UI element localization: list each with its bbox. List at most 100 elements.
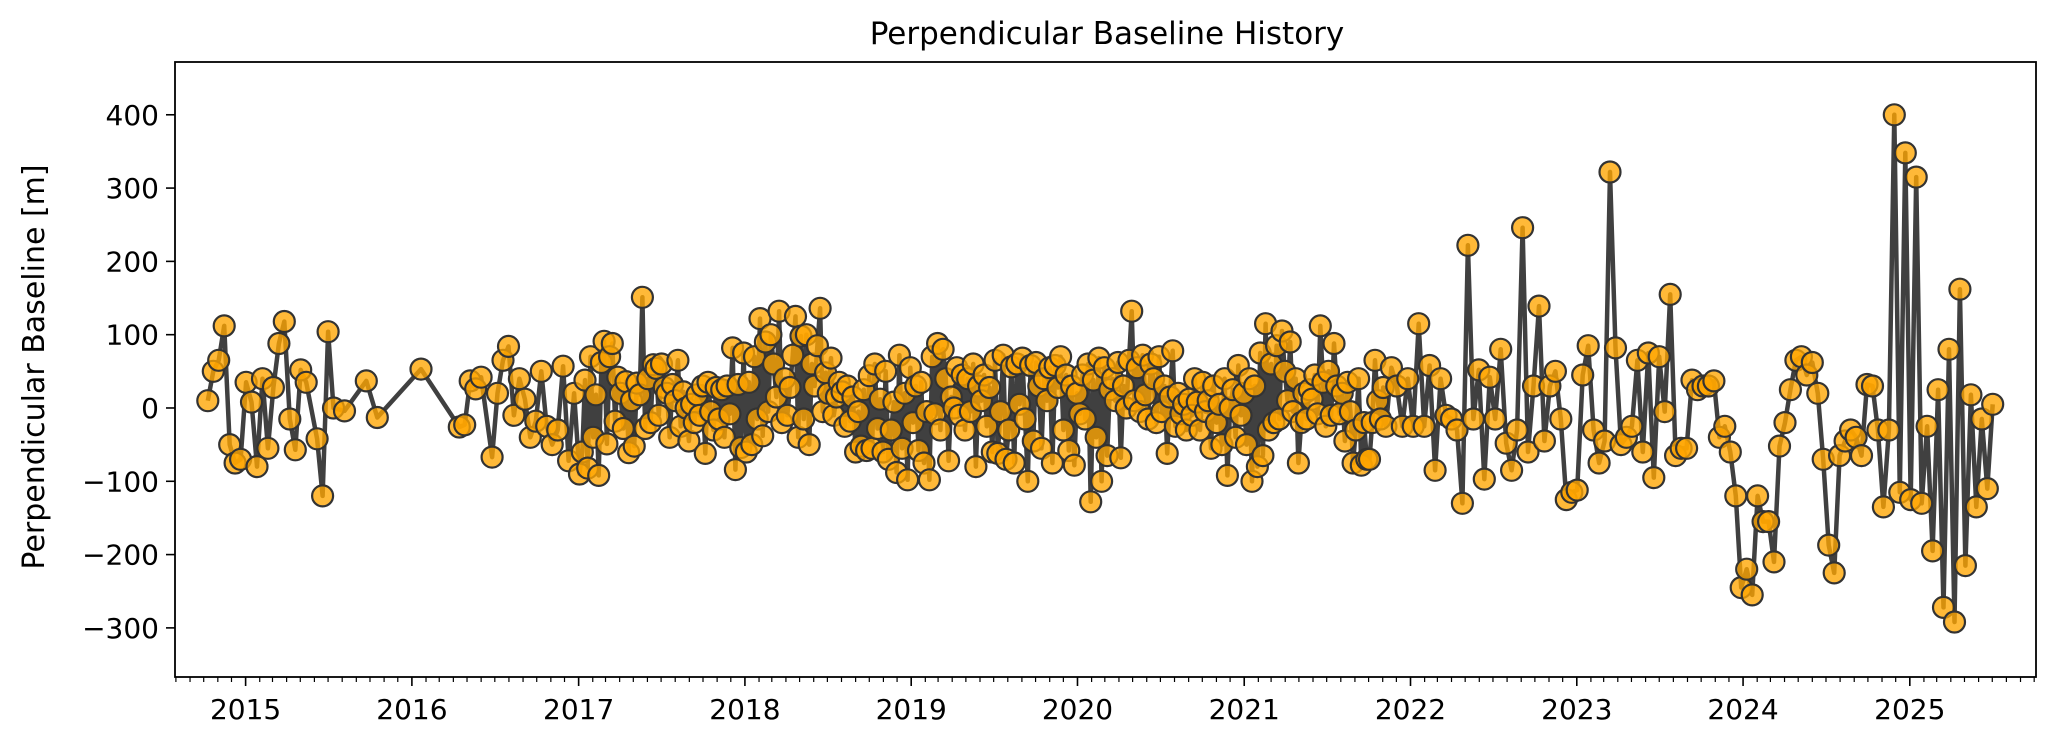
data-point (245, 455, 269, 479)
data-point (1450, 491, 1475, 515)
data-point (1647, 345, 1671, 369)
data-point (1620, 414, 1644, 438)
data-point (1565, 478, 1589, 502)
data-point (1472, 467, 1496, 491)
data-point (1346, 367, 1371, 391)
data-point (1740, 583, 1764, 607)
data-point (1308, 314, 1332, 338)
x-tick-label: 2023 (1541, 693, 1612, 726)
data-point (316, 320, 340, 344)
data-point (630, 285, 655, 309)
data-point (792, 407, 816, 431)
data-point (1762, 550, 1786, 574)
data-point (1002, 451, 1026, 475)
data-point (917, 468, 942, 492)
data-point (1953, 553, 1978, 578)
data-point (261, 375, 285, 400)
data-point (1849, 444, 1874, 468)
data-point (1234, 433, 1259, 457)
data-point (584, 383, 608, 407)
y-tick-label: 400 (106, 99, 159, 132)
data-point (1445, 418, 1469, 442)
data-point (975, 414, 999, 438)
data-point (1286, 451, 1311, 475)
data-point (1423, 458, 1447, 482)
data-point (485, 381, 510, 405)
data-point (1860, 374, 1885, 398)
data-point (737, 370, 761, 394)
data-point (1942, 610, 1967, 634)
data-point (1767, 434, 1792, 458)
data-point (1527, 294, 1551, 318)
y-axis-title: Perpendicular Baseline [m] (17, 164, 52, 569)
data-point (1920, 539, 1945, 563)
data-point (196, 389, 220, 413)
data-point (207, 348, 231, 372)
data-point (977, 375, 1002, 400)
data-point (1016, 469, 1040, 493)
data-point (1407, 312, 1431, 336)
x-tick-label: 2022 (1375, 693, 1446, 726)
tick-layer: 400 300 200 100 0 −100 −200 −300 2015 2016 2017 201… (82, 99, 2035, 726)
chart-title: Perpendicular Baseline History (870, 16, 1345, 52)
data-point (1948, 277, 1972, 301)
data-point (1161, 339, 1185, 363)
data-point (1120, 299, 1144, 323)
data-point (1674, 436, 1699, 460)
x-tick-label: 2015 (210, 693, 281, 726)
data-point (1806, 381, 1830, 405)
data-point (797, 433, 821, 457)
data-point (294, 370, 318, 394)
data-point (1505, 418, 1529, 442)
data-point (1735, 557, 1759, 581)
data-point (1571, 363, 1595, 387)
data-point (1658, 282, 1682, 306)
data-point (272, 309, 296, 334)
data-point (778, 375, 802, 400)
data-point (1915, 414, 1939, 438)
data-point (1478, 365, 1502, 389)
data-point (1089, 469, 1114, 493)
data-point (997, 418, 1021, 442)
data-point (513, 387, 537, 411)
data-point (846, 400, 871, 424)
data-point (1510, 216, 1535, 240)
data-point (551, 354, 575, 378)
x-tick-label: 2019 (876, 693, 947, 726)
data-point (1910, 491, 1934, 515)
data-point (964, 455, 988, 479)
data-point (1357, 447, 1382, 471)
data-point (1243, 374, 1267, 398)
x-tick-label: 2024 (1707, 693, 1778, 726)
data-point (1051, 418, 1076, 442)
data-point (1396, 367, 1420, 391)
data-point (909, 370, 933, 394)
data-point (1724, 484, 1748, 508)
data-point (469, 365, 493, 389)
data-point (1702, 369, 1726, 393)
data-point (928, 418, 953, 442)
data-point (1456, 233, 1480, 257)
y-tick-label: 200 (106, 245, 159, 278)
data-point (1773, 411, 1797, 435)
data-point (1532, 429, 1557, 453)
data-point (1800, 350, 1824, 375)
data-point (354, 369, 378, 393)
data-point (819, 346, 843, 370)
data-point (1079, 490, 1103, 514)
data-point (332, 399, 357, 423)
data-point (1603, 336, 1628, 360)
y-tick-label: 300 (106, 172, 159, 205)
data-point (1412, 414, 1436, 438)
data-point (1975, 477, 1999, 501)
x-tick-label: 2025 (1874, 693, 1945, 726)
data-point (1516, 440, 1540, 464)
x-tick-label: 2018 (709, 693, 780, 726)
y-tick-label: −300 (82, 612, 159, 645)
data-point (1483, 407, 1507, 431)
data-point (1322, 331, 1346, 356)
data-point (600, 331, 624, 356)
data-point (507, 367, 532, 391)
x-tick-label: 2016 (376, 693, 447, 726)
